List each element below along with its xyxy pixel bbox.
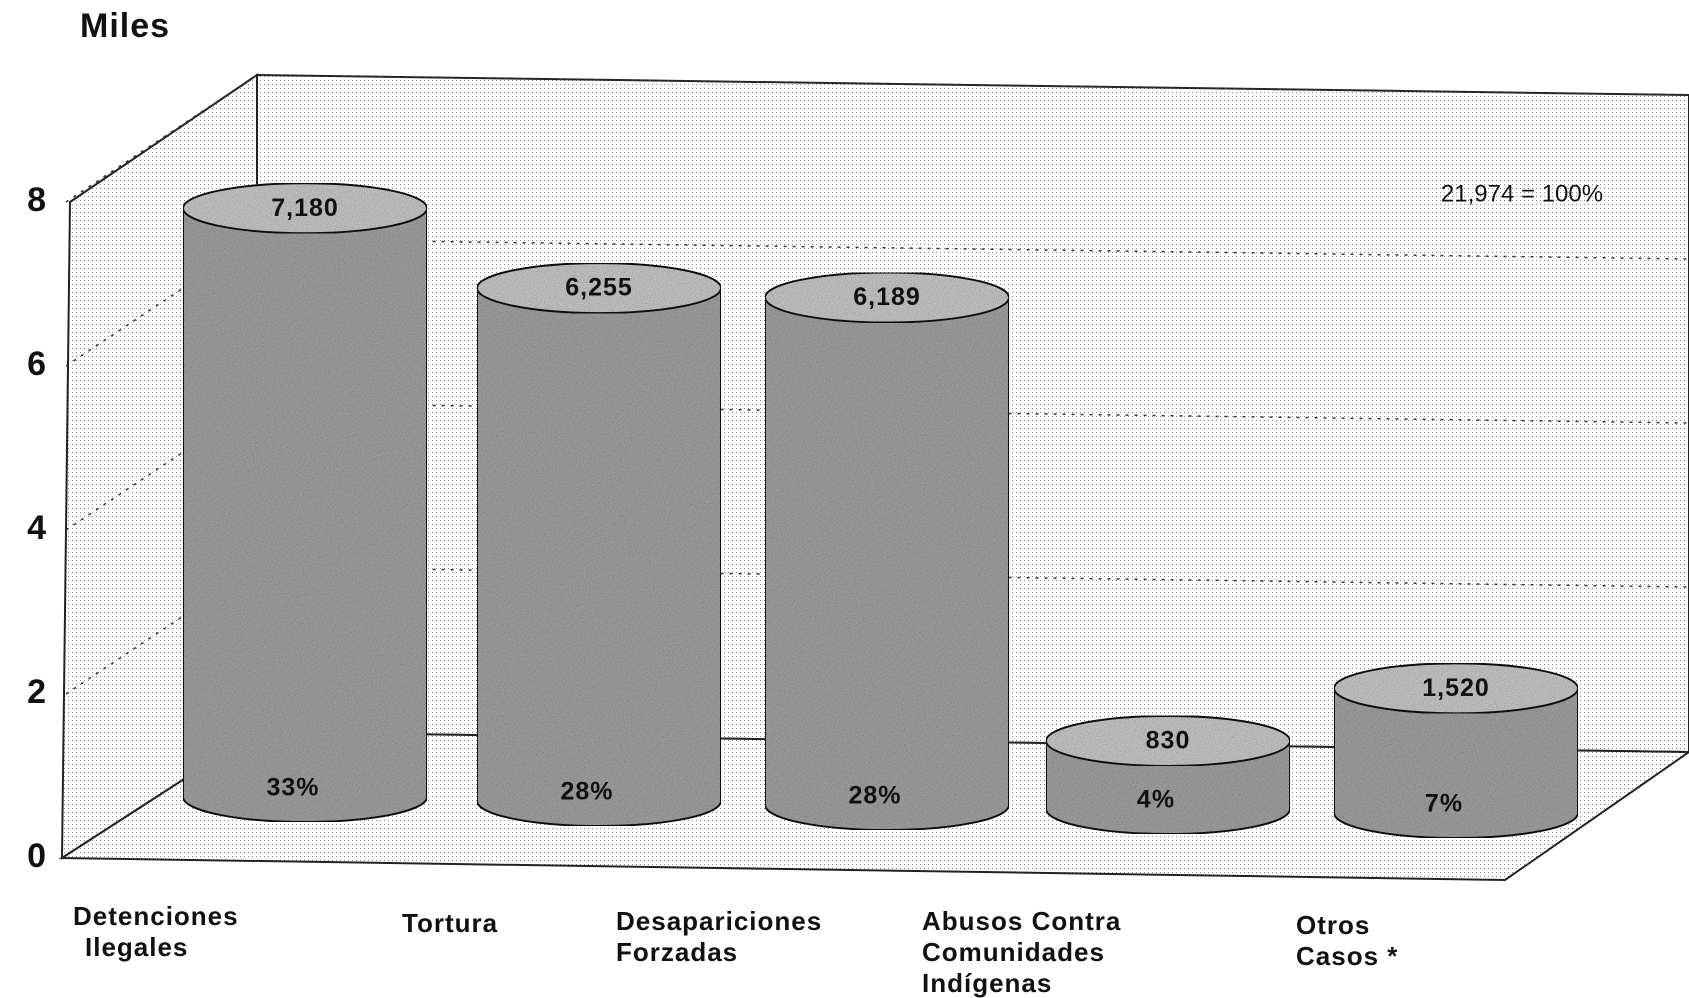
cylinder (1045, 739, 1291, 835)
y-tick-label: 6 (27, 345, 46, 383)
y-tick-label: 4 (27, 509, 46, 547)
cylinder-top (1045, 714, 1291, 767)
x-tick-label: Otros (1296, 910, 1370, 940)
share-label: 28% (848, 782, 901, 810)
x-tick-label: Desapariciones (616, 906, 822, 936)
y-tick-label: 0 (27, 837, 46, 875)
y-tick-label: 2 (27, 673, 46, 711)
y-tick-label: 8 (27, 181, 46, 219)
cylinder-top (476, 262, 722, 315)
chart-title: Miles (80, 7, 170, 45)
cylinder (182, 207, 428, 823)
share-label: 33% (266, 774, 319, 802)
share-label: 7% (1425, 790, 1463, 818)
x-tick-label: Ilegales (85, 932, 188, 962)
x-tick-label: Detenciones (73, 901, 239, 931)
annotation: 21,974 = 100% (1441, 180, 1603, 207)
cylinder (476, 287, 722, 827)
x-tick-label: Abusos Contra (922, 906, 1121, 936)
cylinder-top (1333, 662, 1579, 715)
share-label: 28% (560, 778, 613, 806)
x-tick-label: Comunidades (922, 937, 1105, 967)
value-label: 6,189 (853, 283, 921, 311)
value-label: 6,255 (565, 274, 633, 302)
cylinder-top (764, 271, 1010, 324)
cylinder (764, 296, 1010, 831)
x-tick-label: Indígenas (922, 968, 1052, 998)
value-label: 830 (1146, 727, 1191, 755)
share-label: 4% (1137, 786, 1175, 814)
cylinder (1333, 687, 1579, 839)
value-label: 1,520 (1422, 674, 1490, 702)
x-tick-label: Casos * (1296, 941, 1398, 971)
x-tick-label: Tortura (402, 908, 498, 938)
value-label: 7,180 (271, 194, 339, 222)
cylinder-top (182, 182, 428, 235)
x-tick-label: Forzadas (616, 937, 738, 967)
